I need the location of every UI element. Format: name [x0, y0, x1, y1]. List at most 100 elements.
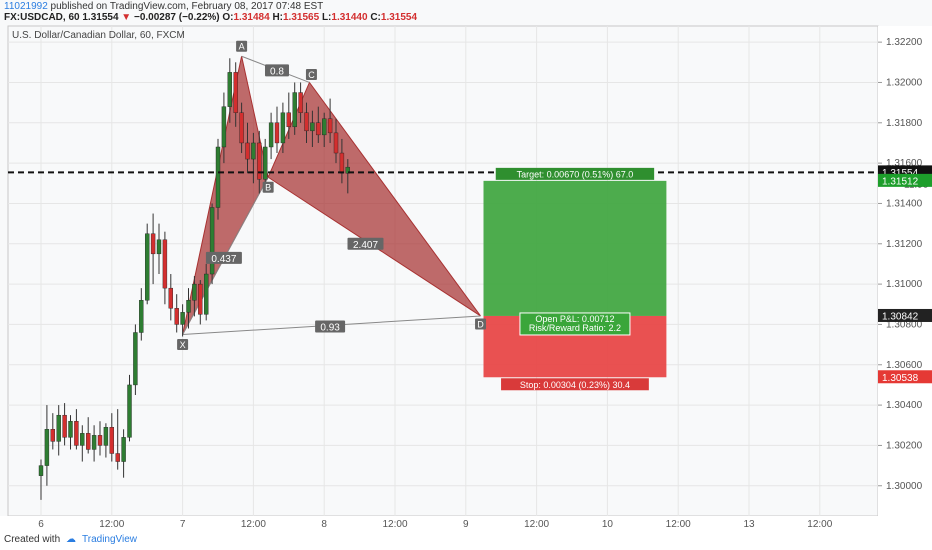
pattern-point-c-box — [305, 68, 317, 80]
publisher-id[interactable]: 11021992 — [4, 1, 48, 12]
pnl-label: Open P&L: 0.00712 — [535, 314, 614, 324]
pattern-point-a: A — [239, 42, 245, 52]
x-tick-label: 8 — [321, 519, 327, 530]
publish-header: 11021992 published on TradingView.com, F… — [4, 1, 323, 12]
entry-price-tag-box — [878, 308, 932, 322]
candle-body — [44, 429, 50, 466]
candle-body — [80, 433, 85, 446]
ratio-label: 0.437 — [211, 254, 236, 265]
stop-label: Stop: 0.00304 (0.23%) 30.4 — [520, 380, 630, 390]
tradingview-brand[interactable]: TradingView — [82, 534, 138, 545]
candle-body — [74, 421, 79, 446]
candle-body — [310, 122, 315, 132]
candle-body — [298, 92, 303, 113]
candle-body — [91, 435, 97, 450]
open-value: 1.31484 — [233, 12, 270, 23]
candle-body — [274, 122, 280, 144]
candle-body — [97, 435, 103, 446]
close-label: C: — [370, 12, 381, 23]
candle-body — [215, 146, 221, 208]
x-tick-label: 13 — [743, 519, 755, 530]
pattern-point-x: X — [180, 340, 186, 350]
candle-body — [174, 308, 179, 325]
rr-label: Risk/Reward Ratio: 2.2 — [529, 323, 621, 333]
candle-body — [286, 112, 291, 128]
x-tick-label: 10 — [602, 519, 614, 530]
entry-price-tag: 1.30842 — [882, 311, 919, 322]
x-tick-label: 12:00 — [524, 519, 549, 530]
low-value: 1.31440 — [331, 12, 368, 23]
ratio-label: 2.407 — [353, 240, 378, 251]
y-tick-label: 1.30800 — [886, 319, 923, 330]
candle-body — [56, 414, 61, 442]
candle-body — [38, 465, 44, 476]
y-tick-label: 1.31600 — [886, 158, 923, 169]
ratio-label-box — [347, 237, 384, 250]
y-tick-label: 1.31000 — [886, 279, 923, 290]
current-price-tag: 1.31554 — [882, 168, 919, 179]
candle-body — [109, 427, 115, 454]
candle-body — [192, 283, 197, 301]
x-tick-label: 12:00 — [382, 519, 407, 530]
x-tick-label: 12:00 — [807, 519, 832, 530]
candle-body — [180, 312, 185, 325]
candle-body — [68, 421, 73, 438]
price-chart[interactable]: 1.30000 1.30200 1.30400 1.30600 1.30800 1.310… — [0, 0, 932, 530]
price-change: −0.00287 (−0.22%) — [133, 12, 220, 23]
candle-body — [263, 146, 268, 180]
candle-body — [121, 437, 126, 462]
target-price-tag-box — [878, 173, 932, 187]
candle-body — [221, 106, 227, 148]
candle-body — [292, 92, 297, 128]
x-tick-label: 7 — [180, 519, 186, 530]
target-label-box — [495, 167, 655, 180]
stop-price-tag-box — [878, 370, 932, 384]
x-tick-label: 9 — [463, 519, 469, 530]
candle-body — [133, 332, 138, 386]
candle-body — [50, 429, 55, 442]
pnl-box — [519, 312, 631, 336]
candle-body — [144, 233, 150, 301]
pattern-point-a-box — [236, 40, 248, 52]
stop-label-box — [501, 378, 649, 391]
pattern-point-x-box — [177, 339, 189, 351]
high-value: 1.31565 — [283, 12, 320, 23]
candle-body — [127, 384, 132, 438]
y-tick-label: 1.30400 — [886, 400, 923, 411]
candle-body — [139, 300, 144, 333]
candle-body — [103, 427, 109, 446]
candle-body — [62, 414, 67, 438]
candle-body — [162, 239, 168, 289]
candle-body — [251, 142, 256, 160]
candle-body — [233, 72, 238, 113]
y-tick-label: 1.30600 — [886, 360, 923, 371]
x-tick-label: 12:00 — [241, 519, 266, 530]
y-tick-label: 1.31400 — [886, 198, 923, 209]
pattern-point-c: C — [308, 70, 315, 80]
candle-body — [316, 122, 321, 136]
footer-credit: Created with ☁ TradingView — [0, 530, 932, 550]
candle-body — [333, 132, 339, 154]
candle-body — [304, 112, 309, 132]
open-label: O: — [222, 12, 234, 23]
candle-body — [239, 112, 244, 144]
candle-body — [209, 207, 215, 275]
x-tick-label: 6 — [38, 519, 44, 530]
published-text: published on TradingView.com, February 0… — [50, 1, 324, 12]
pattern-point-d: D — [477, 319, 484, 329]
candle-body — [327, 118, 333, 134]
candle-body — [268, 122, 274, 148]
y-tick-label: 1.31800 — [886, 118, 923, 129]
y-tick-label: 1.32000 — [886, 77, 923, 88]
price-axis — [878, 26, 932, 530]
pattern-point-d-box — [475, 318, 487, 330]
chart-title: U.S. Dollar/Canadian Dollar, 60, FXCM — [12, 30, 185, 41]
down-arrow-icon: ▼ — [121, 12, 132, 23]
stop-price-tag: 1.30538 — [882, 373, 919, 384]
ratio-label-box — [265, 64, 289, 77]
last-price: 1.31554 — [82, 12, 119, 23]
symbol-label[interactable]: FX:USDCAD, 60 — [4, 12, 80, 23]
pattern-point-b: B — [265, 183, 271, 193]
y-tick-label: 1.31200 — [886, 239, 923, 250]
